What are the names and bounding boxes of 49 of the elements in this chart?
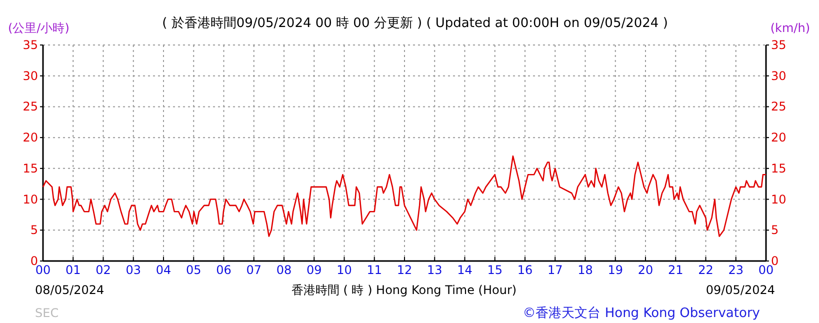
x-tick-label: 21 [668, 263, 684, 277]
x-tick-label: 18 [578, 263, 593, 277]
text: ©香港天文台 Hong Kong Observatory [522, 306, 760, 321]
x-tick-label: 12 [396, 263, 412, 277]
y2-tick-label: 10 [771, 192, 786, 206]
x-tick-label: 20 [638, 263, 654, 277]
x-tick-label: 04 [156, 263, 172, 277]
y2-axis-title: (km/h) [770, 21, 810, 35]
line-series [42, 155, 767, 237]
x-tick-label: 06 [216, 263, 232, 277]
y2-tick-label: 25 [771, 100, 786, 114]
x-axis-title: 香港時間 ( 時 ) Hong Kong Time (Hour) [291, 283, 517, 297]
x-tick-label: 00 [35, 263, 51, 277]
y-tick-label: 25 [22, 100, 38, 114]
chart-title: ( 於香港時間09/05/2024 00 時 00 分更新 ) ( Updated at 00:00H on 09/05/2024 ) [162, 16, 668, 31]
y-axis-title: (公里/小時) [8, 21, 70, 35]
x-tick-label: 13 [426, 263, 442, 277]
x-tick-label: 08 [276, 263, 292, 277]
y2-tick-label: 30 [771, 68, 786, 83]
x-tick-label: 15 [487, 263, 503, 277]
x-tick-label: 07 [246, 263, 262, 277]
x-tick-label: 05 [186, 263, 202, 277]
y2-tick-label: 5 [771, 223, 779, 238]
y-tick-label: 20 [22, 130, 38, 145]
x-tick-label: 03 [126, 263, 142, 277]
x-tick-label: 22 [698, 263, 714, 277]
x-tick-label: 10 [336, 263, 352, 277]
text: 09/05/2024 [706, 283, 775, 297]
x-tick-label: 17 [547, 263, 563, 277]
text: SEC [35, 306, 59, 320]
x-tick-label: 23 [728, 263, 744, 277]
y-tick-label: 15 [22, 161, 38, 176]
y2-tick-label: 20 [771, 130, 786, 145]
y-tick-label: 10 [22, 192, 38, 206]
text: 08/05/2024 [35, 283, 104, 297]
y2-tick-label: 0 [771, 254, 779, 268]
y-tick-label: 35 [22, 38, 38, 52]
x-tick-label: 19 [608, 263, 624, 277]
x-tick-label: 01 [65, 263, 81, 277]
x-tick-label: 14 [457, 263, 472, 277]
x-tick-label: 00 [758, 263, 774, 277]
x-tick-label: 11 [366, 263, 382, 277]
x-tick-label: 16 [517, 263, 533, 277]
x-tick-label: 09 [306, 263, 322, 277]
y2-tick-label: 15 [771, 161, 786, 176]
x-tick-label: 02 [96, 263, 111, 277]
y-tick-label: 5 [30, 223, 38, 238]
y2-tick-label: 35 [771, 38, 786, 52]
y-tick-label: 30 [22, 68, 38, 83]
